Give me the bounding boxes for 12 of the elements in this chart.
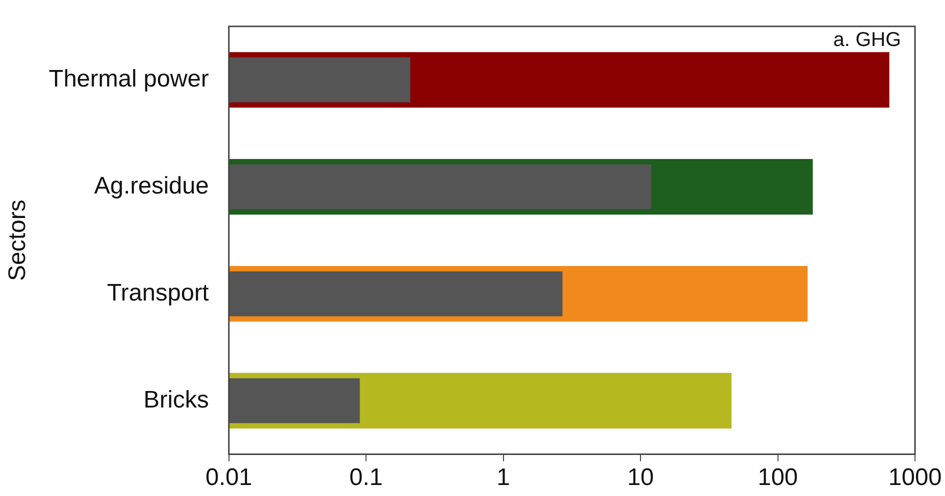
y-tick-label: Ag.residue [94, 172, 209, 200]
y-tick-label: Transport [107, 279, 210, 306]
x-tick-label: 1000 [888, 464, 942, 492]
y-axis-title: Sectors [4, 200, 32, 281]
x-tick-label: 100 [758, 464, 798, 492]
y-tick-label: Thermal power [48, 66, 209, 92]
x-tick-label: 0.01 [205, 464, 252, 492]
annotation: a. GHG [833, 28, 901, 51]
x-tick-label: 1 [496, 464, 510, 492]
x-tick-label: 10 [627, 464, 654, 492]
y-tick-label: Bricks [144, 386, 209, 414]
x-tick-label: 0.1 [349, 464, 383, 492]
